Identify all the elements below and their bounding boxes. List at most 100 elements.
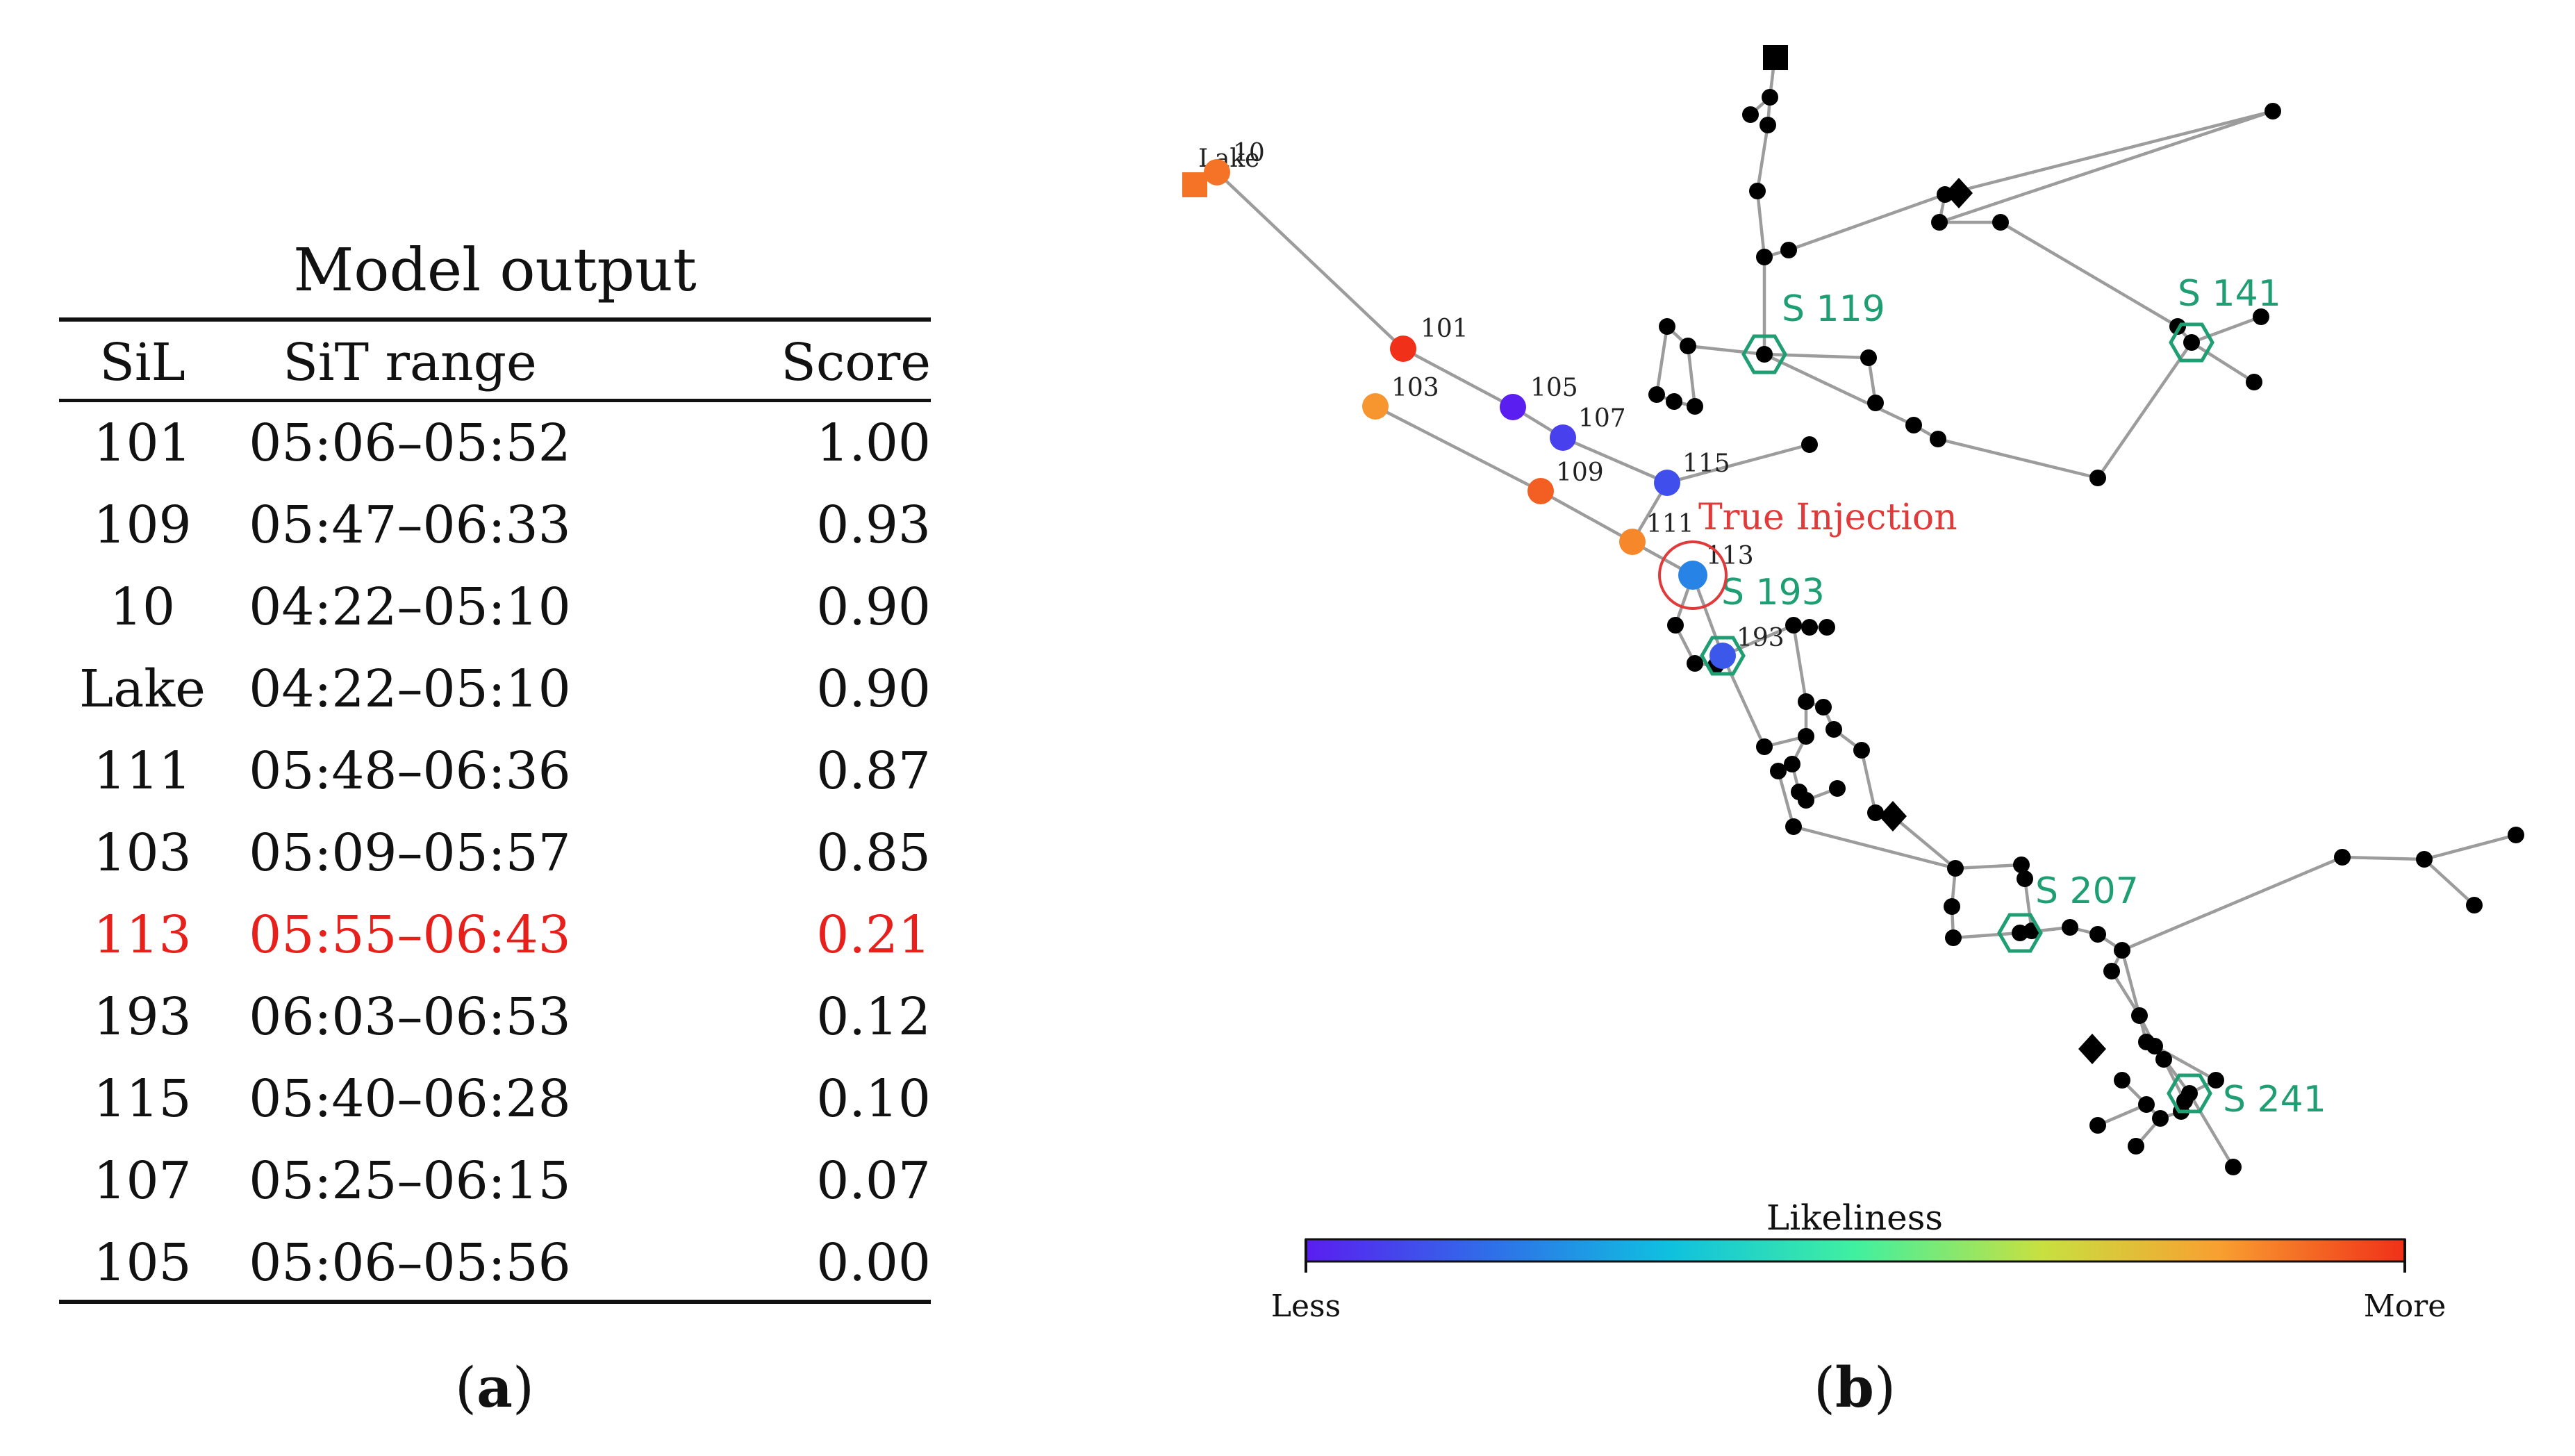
junction-node bbox=[2089, 470, 2106, 486]
table-top-rule bbox=[59, 317, 931, 322]
junction-node bbox=[1687, 398, 1703, 415]
node-label: 109 bbox=[1556, 458, 1604, 487]
node-label: 105 bbox=[1530, 374, 1578, 402]
cell-sil: 103 bbox=[93, 823, 192, 883]
junction-node bbox=[1992, 214, 2009, 231]
pipe bbox=[1374, 404, 1542, 493]
cell-sit-range: 05:48–06:36 bbox=[249, 741, 571, 801]
pipe bbox=[1860, 750, 1878, 813]
pipe bbox=[2097, 1102, 2147, 1127]
pipe bbox=[1788, 192, 1946, 252]
junction-node bbox=[2169, 318, 2186, 335]
junction-node bbox=[1756, 738, 1773, 755]
junction-node bbox=[1905, 417, 1922, 433]
table-row: 103 05:09–05:57 0.85 bbox=[59, 812, 931, 894]
junction-node bbox=[2253, 308, 2269, 325]
pipe bbox=[1402, 347, 1514, 408]
cell-score: 0.90 bbox=[816, 659, 931, 719]
pipe bbox=[1562, 436, 1668, 485]
table-row: 115 05:40–06:28 0.10 bbox=[59, 1058, 931, 1140]
junction-node bbox=[1667, 617, 1684, 634]
junction-node bbox=[1756, 249, 1773, 265]
table-row: 113 05:55–06:43 0.21 bbox=[59, 894, 931, 976]
table-row: 111 05:48–06:36 0.87 bbox=[59, 730, 931, 812]
table-bottom-rule bbox=[59, 1300, 931, 1304]
scored-node-113 bbox=[1678, 561, 1707, 590]
junction-node bbox=[1801, 619, 1818, 636]
cell-score: 0.90 bbox=[816, 577, 931, 637]
node-label: 111 bbox=[1646, 510, 1694, 538]
colorbar-high-label: More bbox=[2364, 1289, 2446, 1324]
colorbar-gradient bbox=[1305, 1238, 2406, 1263]
tank-square-node bbox=[1763, 45, 1788, 70]
junction-node bbox=[1931, 214, 1948, 231]
junction-node bbox=[2138, 1096, 2155, 1113]
pipe bbox=[1955, 863, 2022, 870]
junction-node bbox=[2114, 942, 2130, 959]
cell-sit-range: 06:03–06:53 bbox=[249, 987, 571, 1047]
pipe bbox=[2023, 878, 2034, 932]
scored-node-193 bbox=[1709, 643, 1736, 669]
table-row: 10 04:22–05:10 0.90 bbox=[59, 566, 931, 648]
junction-node bbox=[2264, 103, 2281, 119]
junction-node bbox=[2138, 1034, 2155, 1050]
junction-node bbox=[1760, 117, 1776, 133]
tank-diamond-node bbox=[2078, 1034, 2106, 1064]
scored-node-10 bbox=[1204, 159, 1230, 185]
junction-node bbox=[2089, 1117, 2106, 1134]
cell-score: 0.93 bbox=[816, 495, 931, 555]
junction-node bbox=[1798, 728, 1814, 745]
caption-a-letter: a bbox=[477, 1355, 513, 1420]
cell-sit-range: 05:55–06:43 bbox=[249, 905, 571, 965]
table-title: Model output bbox=[293, 236, 697, 305]
node-label: 115 bbox=[1682, 449, 1730, 478]
cell-sil: Lake bbox=[79, 659, 206, 719]
junction-node bbox=[1945, 929, 1962, 946]
pipe bbox=[2110, 970, 2141, 1017]
caption-a: (a) bbox=[454, 1355, 535, 1420]
junction-node bbox=[1829, 780, 1846, 797]
junction-node bbox=[1825, 721, 1842, 738]
cell-sit-range: 04:22–05:10 bbox=[249, 577, 571, 637]
cell-sit-range: 05:09–05:57 bbox=[249, 823, 571, 883]
pipe bbox=[1953, 931, 2021, 940]
caption-b-letter: b bbox=[1835, 1355, 1874, 1420]
table-row: 193 06:03–06:53 0.12 bbox=[59, 976, 931, 1058]
pipe bbox=[1687, 344, 1765, 356]
scored-node-lake bbox=[1182, 172, 1207, 197]
junction-node bbox=[2466, 897, 2483, 913]
scored-node-115 bbox=[1654, 470, 1680, 496]
sensor-hexagon bbox=[2167, 1073, 2212, 1114]
table-header-rule bbox=[59, 399, 931, 402]
junction-node bbox=[1944, 898, 1960, 915]
junction-node bbox=[1798, 693, 1814, 710]
junction-node bbox=[2208, 1072, 2224, 1089]
pipe bbox=[1721, 655, 1766, 747]
junction-node bbox=[1853, 742, 1870, 759]
pipe bbox=[1944, 109, 2274, 197]
cell-score: 0.07 bbox=[816, 1151, 931, 1211]
junction-node bbox=[1780, 242, 1797, 258]
junction-node bbox=[2334, 849, 2351, 866]
pipe bbox=[1666, 442, 1810, 485]
sensor-label: S 207 bbox=[2035, 870, 2139, 912]
sensor-label: S 141 bbox=[2178, 273, 2281, 315]
special-nodes bbox=[1763, 45, 2106, 1064]
cell-score: 0.87 bbox=[816, 741, 931, 801]
junction-node bbox=[2012, 925, 2028, 941]
sensor-hexagon bbox=[1997, 913, 2043, 953]
cell-sil: 107 bbox=[93, 1151, 192, 1211]
pipe bbox=[1939, 109, 2274, 224]
pipe bbox=[1764, 352, 1869, 360]
tank-diamond-node bbox=[1879, 801, 1907, 832]
cell-score: 1.00 bbox=[816, 413, 931, 473]
colorbar-title: Likeliness bbox=[1766, 1198, 1943, 1238]
cell-sit-range: 05:47–06:33 bbox=[249, 495, 571, 555]
cell-sil: 101 bbox=[93, 413, 192, 473]
pipe bbox=[1793, 825, 1956, 870]
panel-b-network: S 119 S 141 S 193 S 207 S 241 Lake 10 101 103 10… bbox=[972, 0, 2575, 1456]
cell-score: 0.00 bbox=[816, 1233, 931, 1293]
junction-node bbox=[2508, 827, 2524, 843]
node-label: 193 bbox=[1737, 624, 1785, 652]
